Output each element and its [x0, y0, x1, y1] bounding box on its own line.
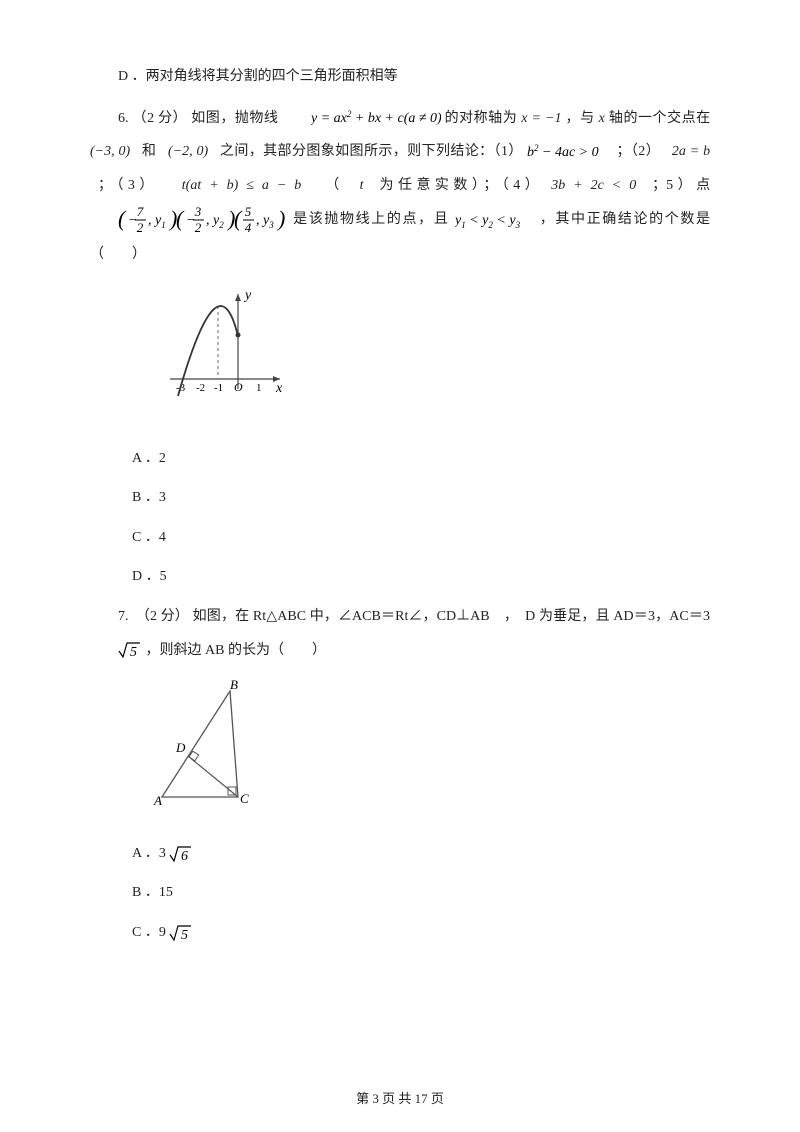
- svg-text:C: C: [240, 791, 249, 806]
- q6-t10: （: [325, 178, 343, 193]
- q6-figure: y x -3 -2 -1 O 1: [150, 284, 710, 428]
- svg-text:5: 5: [130, 645, 137, 660]
- svg-text:A: A: [153, 793, 162, 808]
- q7-optB: B ．15: [132, 876, 710, 910]
- q6-t12: 是该抛物线上的点，且: [293, 213, 449, 228]
- svg-text:6: 6: [181, 849, 188, 864]
- svg-text:2: 2: [137, 220, 144, 235]
- q7-number: 7.: [118, 609, 129, 624]
- q6-s3: t(at + b) ≤ a − b: [182, 178, 302, 193]
- q6-t10c: 为任意实数）；（4）: [380, 178, 544, 193]
- q6-t3: ，与: [566, 111, 595, 126]
- page-footer: 第 3 页 共 17 页: [0, 1090, 800, 1108]
- svg-text:x: x: [275, 381, 283, 396]
- q6-t7: 之间，其部分图象如图所示，则下列结论：（1）: [220, 144, 523, 159]
- svg-text:4: 4: [245, 220, 252, 235]
- q7-optA-sqrt: 6: [169, 837, 193, 871]
- q6-optD: D ．5: [132, 560, 710, 594]
- svg-text:3: 3: [194, 204, 202, 219]
- q6-t6: 和: [142, 144, 156, 159]
- svg-text:): ): [276, 206, 285, 231]
- q6-t1: 如图，抛物线: [191, 111, 278, 126]
- q7-sqrt5: 5: [90, 634, 142, 668]
- q7-optA: A ．3 6: [132, 837, 710, 871]
- q6-pt1: (−3, 0): [90, 144, 130, 159]
- svg-text:y1 < y2 < y3: y1 < y2 < y3: [455, 213, 521, 229]
- svg-text:(: (: [118, 206, 127, 231]
- svg-text:y = ax2 + bx + c(a ≠ 0): y = ax2 + bx + c(a ≠ 0): [311, 109, 441, 126]
- svg-text:(: (: [234, 206, 243, 231]
- q6-s1: b2 − 4ac > 0: [527, 144, 613, 159]
- q6-stem: 6. （2 分） 如图，抛物线 y = ax2 + bx + c(a ≠ 0) …: [90, 102, 710, 272]
- svg-text:, y2: , y2: [206, 213, 224, 230]
- q6-optA: A ．2: [132, 442, 710, 476]
- q7-points: （2 分）: [136, 609, 189, 624]
- q6-s4: 3b + 2c < 0: [551, 178, 636, 193]
- q6-t4: x: [599, 111, 605, 126]
- svg-text:(: (: [176, 206, 185, 231]
- q6-points-tuple: ( − 7 2 , y1 ) ( − 3 2 , y2 ) ( 5 4 , y3…: [90, 202, 288, 238]
- q7-optC-sqrt: 5: [169, 916, 193, 950]
- svg-text:2: 2: [195, 220, 202, 235]
- q6-eq1: y = ax2 + bx + c(a ≠ 0): [283, 102, 441, 136]
- q5-optD-text: D ．两对角线将其分割的四个三角形面积相等: [118, 69, 398, 84]
- svg-text:D: D: [175, 740, 186, 755]
- svg-text:O: O: [234, 380, 243, 394]
- svg-text:, y1: , y1: [148, 213, 166, 230]
- q7-t2: ，则斜边 AB 的长为（ ）: [146, 643, 326, 658]
- svg-text:5: 5: [245, 204, 252, 219]
- svg-text:5: 5: [181, 928, 188, 943]
- svg-text:7: 7: [137, 204, 144, 219]
- q6-t8: ；（2）: [617, 144, 661, 159]
- q6-t11: ；5）点: [652, 178, 710, 193]
- q6-t10b: t: [360, 178, 364, 193]
- q7-figure: A C B D: [150, 679, 710, 823]
- q7-t1: 如图，在 Rt△ABC 中，∠ACB＝Rt∠，CD⊥AB ， D 为垂足，且 A…: [193, 609, 710, 624]
- svg-text:y: y: [243, 288, 252, 303]
- svg-text:, y3: , y3: [256, 213, 274, 230]
- svg-text:-1: -1: [214, 382, 223, 394]
- q6-eq2: x = −1: [521, 111, 561, 126]
- q6-s2: 2a = b: [672, 144, 710, 159]
- q6-optB: B ．3: [132, 481, 710, 515]
- q6-t9: ；（3）: [98, 178, 158, 193]
- q5-opt-d: D ．两对角线将其分割的四个三角形面积相等: [90, 60, 710, 94]
- q6-number: 6.: [118, 111, 129, 126]
- q6-s5: y1 < y2 < y3: [455, 213, 540, 228]
- q7-stem: 7. （2 分） 如图，在 Rt△ABC 中，∠ACB＝Rt∠，CD⊥AB ， …: [90, 600, 710, 667]
- svg-text:-2: -2: [196, 382, 205, 394]
- svg-text:1: 1: [256, 382, 262, 394]
- q6-pt2: (−2, 0): [168, 144, 208, 159]
- q6-optC: C ．4: [132, 521, 710, 555]
- footer-text: 第 3 页 共 17 页: [356, 1091, 444, 1106]
- q6-t2: 的对称轴为: [445, 111, 518, 126]
- svg-text:b2 − 4ac > 0: b2 − 4ac > 0: [527, 143, 599, 160]
- svg-text:B: B: [230, 679, 238, 692]
- q7-optC: C ．9 5: [132, 916, 710, 950]
- q6-points: （2 分）: [133, 111, 188, 126]
- q6-t5: 轴的一个交点在: [609, 111, 710, 126]
